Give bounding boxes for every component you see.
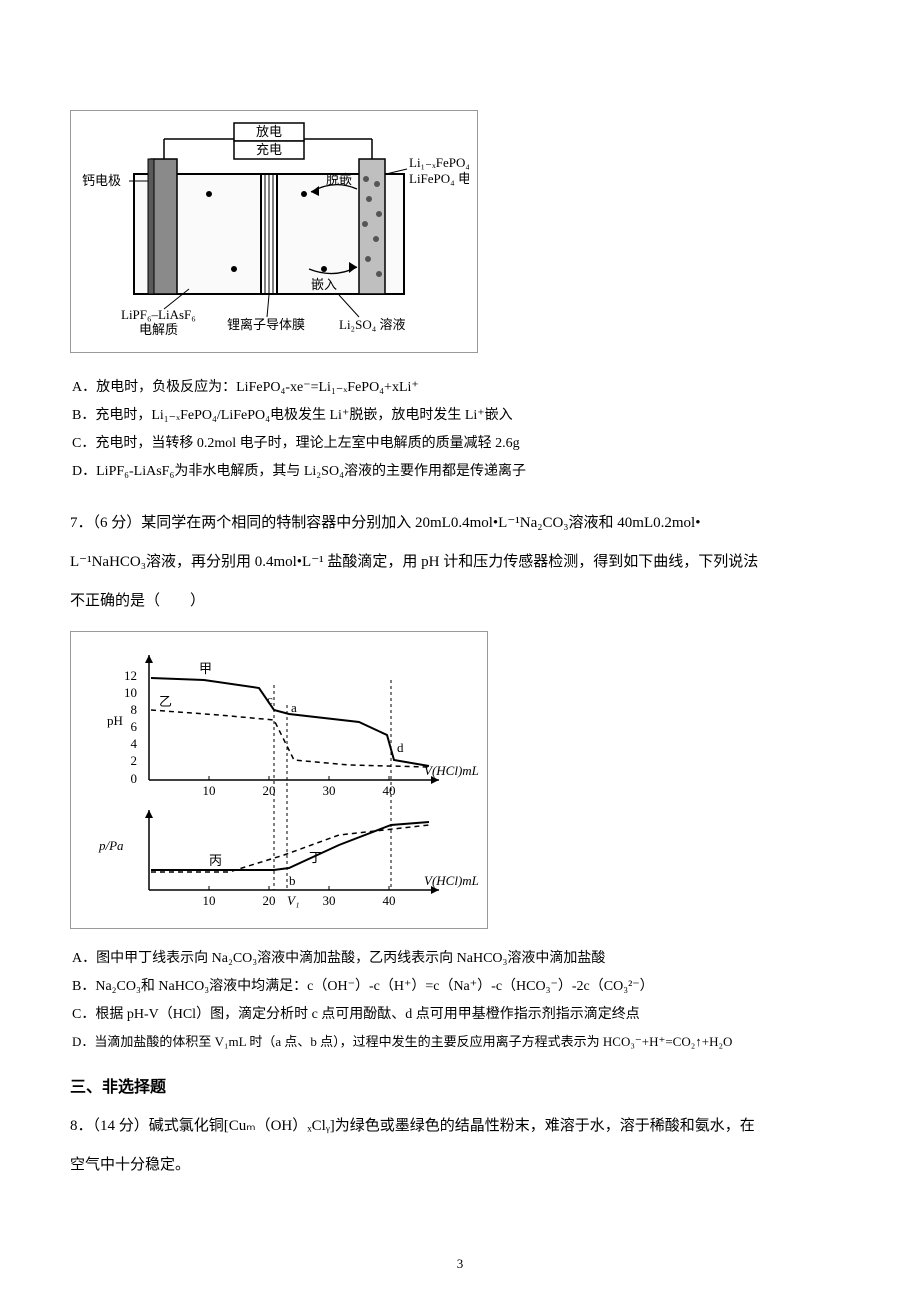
label-discharge: 放电 [256,124,282,139]
section-3-title: 三、非选择题 [70,1073,850,1097]
label-electrolyte-b: 电解质 [139,322,178,337]
xlabel-top: V(HCl)mL [424,763,479,778]
ytick-0: 0 [131,771,138,786]
ylabel-p: p/Pa [98,838,124,853]
q7-option-d: D．当滴加盐酸的体积至 V₁mL 时（a 点、b 点），过程中发生的主要反应用离… [70,1029,850,1055]
v1-label: V₁ [287,893,299,908]
q7-option-b: B．Na₂CO₃和 NaHCO₃溶液中均满足：c（OH⁻）-c（H⁺）=c（Na… [70,973,850,1001]
xtick2-40: 40 [383,893,396,908]
xtick-40: 40 [383,783,396,798]
ytick-12: 12 [124,668,137,683]
label-intercalate: 嵌入 [311,277,337,292]
label-lifepo2: LiFePO₄ 电极 [409,171,469,186]
curve-jia: 甲 [199,661,212,676]
figure-titration-curves: 0 2 4 6 8 10 12 pH 10 20 30 40 V(HCl)mL [70,631,488,929]
xlabel-bot: V(HCl)mL [424,873,479,888]
label-lifepo1: Li₁₋ₓFePO₄/ [409,155,469,170]
diagram2-svg-wrap: 0 2 4 6 8 10 12 pH 10 20 30 40 V(HCl)mL [79,640,479,920]
figure-battery-diagram: 放电 充电 脱嵌 嵌入 钙电极 Li₁₋ₓFePO₄/ LiFePO₄ 电极 L… [70,110,478,353]
label-charge: 充电 [256,142,282,157]
q7-c-text: 根据 pH-V（HCl）图，滴定分析时 c 点可用酚酞、d 点可用甲基橙作指示剂… [95,1007,639,1022]
q6-option-d: D．LiPF₆-LiAsF₆为非水电解质，其与 Li₂SO₄溶液的主要作用都是传… [70,458,850,486]
q7-a-text: 图中甲丁线表示向 Na₂CO₃溶液中滴加盐酸，乙丙线表示向 NaHCO₃溶液中滴… [96,951,605,966]
q6-option-c: C．充电时，当转移 0.2mol 电子时，理论上左室中电解质的质量减轻 2.6g [70,430,850,458]
curve-ding: 丁 [309,850,322,865]
label-deintercalate: 脱嵌 [326,172,352,187]
pt-b: b [289,873,296,888]
label-li2so4: Li₂SO₄ 溶液 [339,317,406,332]
pt-a: a [291,700,297,715]
pt-c: c [267,692,273,707]
q6-option-b: B．充电时，Li₁₋ₓFePO₄/LiFePO₄电极发生 Li⁺脱嵌，放电时发生… [70,402,850,430]
ytick-2: 2 [131,753,138,768]
pt-d: d [397,740,404,755]
ytick-4: 4 [131,736,138,751]
q6-options: A．放电时，负极反应为：LiFePO₄-xe⁻=Li₁₋ₓFePO₄+xLi⁺ … [70,374,850,486]
label-electrolyte-a: LiPF₆–LiAsF₆ [121,307,196,322]
ylabel-ph: pH [107,713,123,728]
q7-stem-line2: L⁻¹NaHCO₃溶液，再分别用 0.4mol•L⁻¹ 盐酸滴定，用 pH 计和… [70,543,850,582]
q6-d-text: LiPF₆-LiAsF₆为非水电解质，其与 Li₂SO₄溶液的主要作用都是传递离… [96,464,526,479]
q6-c-text: 充电时，当转移 0.2mol 电子时，理论上左室中电解质的质量减轻 2.6g [95,436,519,451]
q7-stem-line3: 不正确的是（ ） [70,582,850,621]
q8-stem-line2: 空气中十分稳定。 [70,1146,850,1185]
ytick-8: 8 [131,702,138,717]
label-ca-electrode: 钙电极 [82,173,121,188]
q7-option-c: C．根据 pH-V（HCl）图，滴定分析时 c 点可用酚酞、d 点可用甲基橙作指… [70,1001,850,1029]
xtick2-10: 10 [203,893,216,908]
q7-b-text: Na₂CO₃和 NaHCO₃溶液中均满足：c（OH⁻）-c（H⁺）=c（Na⁺）… [95,979,653,994]
q6-a-text: 放电时，负极反应为：LiFePO₄-xe⁻=Li₁₋ₓFePO₄+xLi⁺ [96,380,419,395]
label-membrane: 锂离子导体膜 [227,317,305,332]
ytick-6: 6 [131,719,138,734]
q7-stem-line1: 7．（6 分）某同学在两个相同的特制容器中分别加入 20mL0.4mol•L⁻¹… [70,504,850,543]
q8-stem-line1: 8．（14 分）碱式氯化铜[Cuₘ（OH）ₓClᵧ]为绿色或墨绿色的结晶性粉末，… [70,1107,850,1146]
xtick-10: 10 [203,783,216,798]
q6-b-text: 充电时，Li₁₋ₓFePO₄/LiFePO₄电极发生 Li⁺脱嵌，放电时发生 L… [95,408,512,423]
page-number: 3 [0,1256,920,1272]
xtick2-30: 30 [323,893,336,908]
q7-option-a: A．图中甲丁线表示向 Na₂CO₃溶液中滴加盐酸，乙丙线表示向 NaHCO₃溶液… [70,945,850,973]
q7-options: A．图中甲丁线表示向 Na₂CO₃溶液中滴加盐酸，乙丙线表示向 NaHCO₃溶液… [70,945,850,1055]
diagram-svg-wrap: 放电 充电 脱嵌 嵌入 钙电极 Li₁₋ₓFePO₄/ LiFePO₄ 电极 L… [79,119,469,344]
q7-d-text: 当滴加盐酸的体积至 V₁mL 时（a 点、b 点），过程中发生的主要反应用离子方… [94,1034,732,1049]
q7-stem: 7．（6 分）某同学在两个相同的特制容器中分别加入 20mL0.4mol•L⁻¹… [70,504,850,621]
q8-stem: 8．（14 分）碱式氯化铜[Cuₘ（OH）ₓClᵧ]为绿色或墨绿色的结晶性粉末，… [70,1107,850,1185]
curve-yi: 乙 [159,694,172,709]
q6-option-a: A．放电时，负极反应为：LiFePO₄-xe⁻=Li₁₋ₓFePO₄+xLi⁺ [70,374,850,402]
xtick-30: 30 [323,783,336,798]
xtick2-20: 20 [263,893,276,908]
curve-bing: 丙 [209,853,222,868]
ytick-10: 10 [124,685,137,700]
